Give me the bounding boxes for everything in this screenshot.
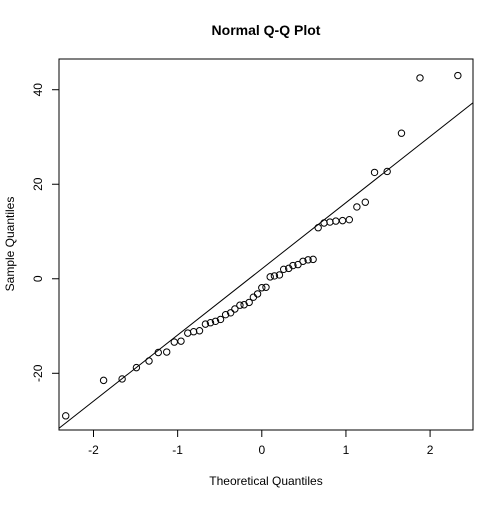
data-point <box>361 198 369 206</box>
x-tick-label: -2 <box>88 443 99 457</box>
data-point <box>289 261 297 270</box>
data-point <box>345 215 354 224</box>
plot-frame <box>58 58 474 431</box>
x-tick-label: 1 <box>343 443 350 457</box>
data-point <box>397 129 406 137</box>
data-point <box>353 203 361 211</box>
y-axis-label: Sample Quantiles <box>3 197 17 292</box>
data-point <box>299 257 307 265</box>
data-point <box>275 271 284 279</box>
data-point <box>245 298 253 307</box>
data-point <box>221 310 230 319</box>
data-point <box>370 168 379 177</box>
data-point <box>314 224 322 232</box>
data-point <box>253 290 262 298</box>
data-point <box>270 272 279 280</box>
chart-title: Normal Q-Q Plot <box>212 22 321 38</box>
data-point <box>145 357 153 365</box>
data-point <box>258 284 266 292</box>
x-tick-label: 2 <box>427 443 434 457</box>
x-axis-label: Theoretical Quantiles <box>209 474 322 488</box>
data-point <box>62 412 70 420</box>
y-tick-label: 40 <box>31 83 45 97</box>
data-point <box>304 256 312 264</box>
y-tick-label: -20 <box>31 364 45 382</box>
data-point <box>118 375 126 383</box>
data-point <box>216 315 225 324</box>
data-point <box>383 167 391 176</box>
y-tick-label: 20 <box>31 177 45 191</box>
plot-layer: -2 -1 0 1 2 -20 0 20 40 <box>31 58 474 457</box>
data-point <box>231 305 239 313</box>
data-point <box>206 319 215 327</box>
data-point <box>99 376 108 385</box>
qq-reference-line <box>59 102 473 429</box>
data-point <box>309 255 317 264</box>
data-point <box>294 260 302 269</box>
data-point <box>226 309 235 317</box>
data-point <box>195 327 204 335</box>
data-point <box>236 301 244 309</box>
y-tick-label: 0 <box>31 275 45 282</box>
data-point <box>132 363 141 372</box>
data-point <box>279 265 288 274</box>
data-point <box>201 320 210 328</box>
x-tick-label: -1 <box>172 443 183 457</box>
data-point <box>416 74 424 82</box>
data-point <box>154 348 162 357</box>
x-tick-label: 0 <box>258 443 265 457</box>
data-point <box>211 317 220 325</box>
data-point <box>163 348 171 356</box>
data-point <box>266 273 274 281</box>
data-point <box>262 283 270 291</box>
data-point <box>177 337 185 345</box>
data-point <box>454 71 462 80</box>
